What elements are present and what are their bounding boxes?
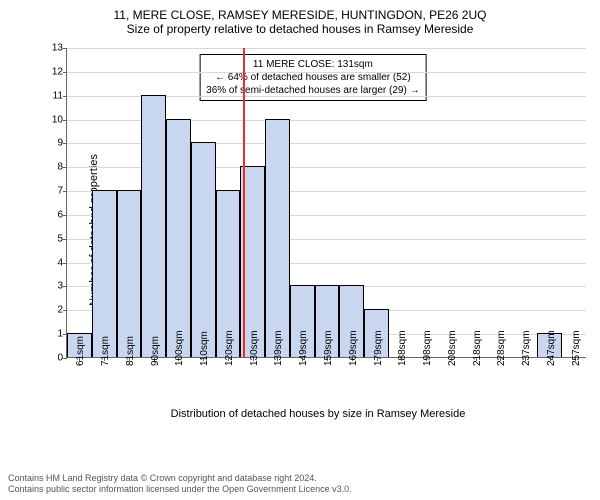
y-tick-label: 7 bbox=[45, 186, 63, 197]
x-tick-label: 130sqm bbox=[249, 330, 260, 366]
x-tick-label: 149sqm bbox=[298, 330, 309, 366]
reference-line bbox=[243, 48, 245, 357]
y-tick-mark bbox=[63, 48, 67, 49]
chart-area: Number of detached properties 11 MERE CL… bbox=[38, 40, 598, 420]
y-tick-label: 13 bbox=[45, 43, 63, 54]
x-tick-label: 208sqm bbox=[447, 330, 458, 366]
x-tick-label: 90sqm bbox=[150, 336, 161, 366]
x-tick-label: 198sqm bbox=[422, 330, 433, 366]
y-tick-label: 5 bbox=[45, 233, 63, 244]
y-tick-label: 10 bbox=[45, 114, 63, 125]
y-tick-mark bbox=[63, 263, 67, 264]
histogram-bar bbox=[166, 119, 191, 357]
y-tick-mark bbox=[63, 215, 67, 216]
y-tick-mark bbox=[63, 286, 67, 287]
x-tick-label: 71sqm bbox=[100, 336, 111, 366]
annotation-line-2: ← 64% of detached houses are smaller (52… bbox=[206, 71, 419, 84]
plot-area: 11 MERE CLOSE: 131sqm ← 64% of detached … bbox=[66, 48, 586, 358]
x-tick-label: 159sqm bbox=[323, 330, 334, 366]
y-tick-label: 6 bbox=[45, 209, 63, 220]
histogram-bar bbox=[117, 190, 142, 357]
x-tick-label: 139sqm bbox=[273, 330, 284, 366]
gridline bbox=[67, 72, 586, 73]
y-tick-mark bbox=[63, 120, 67, 121]
y-tick-mark bbox=[63, 167, 67, 168]
gridline bbox=[67, 48, 586, 49]
x-tick-label: 179sqm bbox=[373, 330, 384, 366]
y-tick-label: 0 bbox=[45, 353, 63, 364]
chart-title-2: Size of property relative to detached ho… bbox=[8, 22, 592, 36]
y-tick-label: 8 bbox=[45, 162, 63, 173]
y-tick-mark bbox=[63, 96, 67, 97]
y-tick-mark bbox=[63, 239, 67, 240]
footer-line-2: Contains public sector information licen… bbox=[8, 484, 592, 496]
x-tick-label: 188sqm bbox=[397, 330, 408, 366]
x-tick-label: 257sqm bbox=[571, 330, 582, 366]
y-tick-mark bbox=[63, 143, 67, 144]
y-tick-label: 4 bbox=[45, 257, 63, 268]
annotation-box: 11 MERE CLOSE: 131sqm ← 64% of detached … bbox=[199, 54, 426, 101]
x-tick-label: 100sqm bbox=[174, 330, 185, 366]
y-tick-label: 3 bbox=[45, 281, 63, 292]
x-tick-label: 81sqm bbox=[125, 336, 136, 366]
x-tick-label: 110sqm bbox=[199, 331, 210, 366]
chart-title-1: 11, MERE CLOSE, RAMSEY MERESIDE, HUNTING… bbox=[8, 8, 592, 22]
x-tick-label: 120sqm bbox=[224, 330, 235, 366]
y-tick-mark bbox=[63, 358, 67, 359]
y-tick-mark bbox=[63, 72, 67, 73]
x-tick-label: 218sqm bbox=[472, 330, 483, 366]
x-tick-label: 61sqm bbox=[75, 336, 86, 366]
histogram-bar bbox=[265, 119, 290, 357]
chart-container: 11, MERE CLOSE, RAMSEY MERESIDE, HUNTING… bbox=[0, 0, 600, 500]
y-tick-label: 12 bbox=[45, 66, 63, 77]
x-tick-label: 228sqm bbox=[496, 330, 507, 366]
y-tick-mark bbox=[63, 310, 67, 311]
y-tick-label: 9 bbox=[45, 138, 63, 149]
y-tick-label: 2 bbox=[45, 305, 63, 316]
y-tick-label: 1 bbox=[45, 329, 63, 340]
histogram-bar bbox=[92, 190, 117, 357]
annotation-line-1: 11 MERE CLOSE: 131sqm bbox=[206, 58, 419, 71]
x-tick-label: 169sqm bbox=[348, 330, 359, 366]
x-tick-label: 237sqm bbox=[521, 330, 532, 366]
histogram-bar bbox=[141, 95, 166, 357]
histogram-bar bbox=[191, 142, 216, 357]
x-tick-label: 247sqm bbox=[546, 330, 557, 366]
x-axis-label: Distribution of detached houses by size … bbox=[38, 408, 598, 420]
footer: Contains HM Land Registry data © Crown c… bbox=[8, 473, 592, 496]
y-tick-mark bbox=[63, 191, 67, 192]
footer-line-1: Contains HM Land Registry data © Crown c… bbox=[8, 473, 592, 485]
y-tick-label: 11 bbox=[45, 90, 63, 101]
